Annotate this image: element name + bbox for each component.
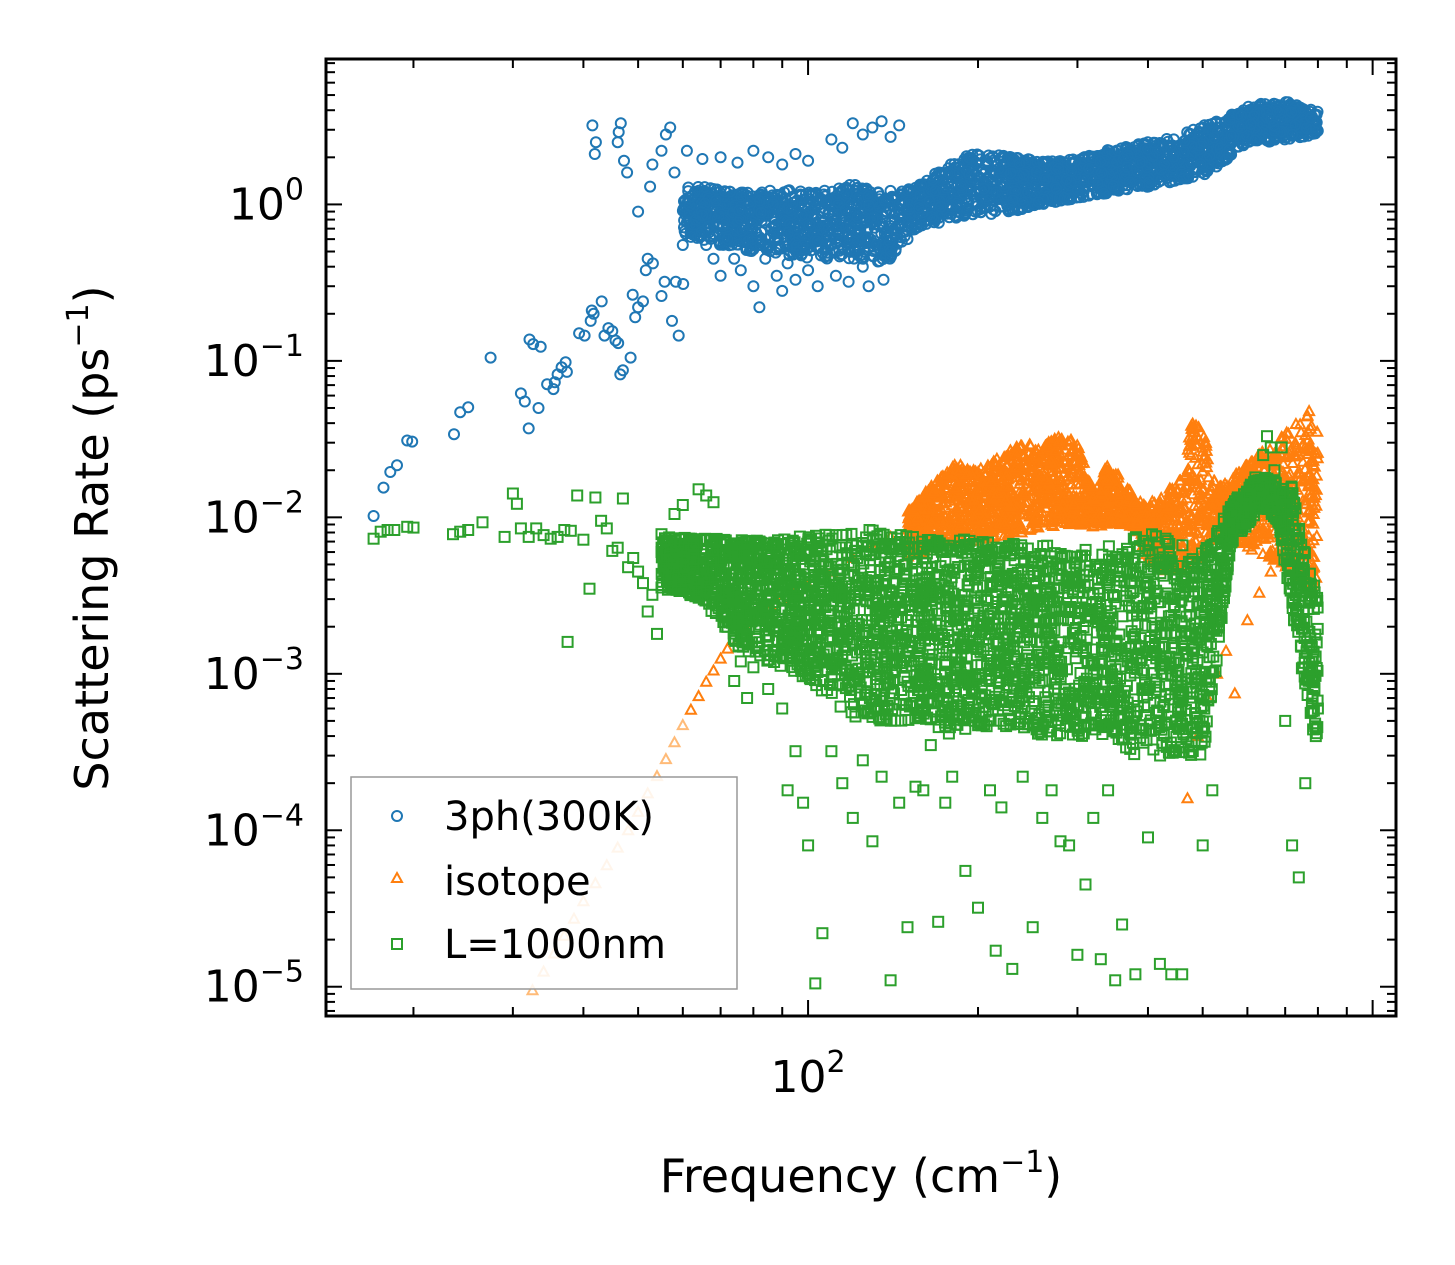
data-layer	[367, 96, 1325, 996]
series-3ph-300k-	[367, 96, 1324, 522]
